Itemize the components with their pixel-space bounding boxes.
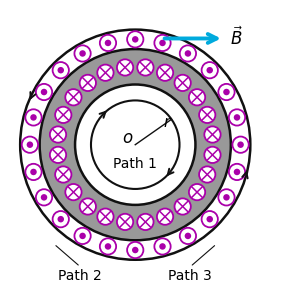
Circle shape — [36, 189, 52, 206]
Circle shape — [65, 89, 81, 105]
Circle shape — [189, 89, 205, 105]
Circle shape — [204, 147, 221, 163]
Text: Path 2: Path 2 — [58, 269, 102, 283]
Circle shape — [97, 208, 114, 225]
Circle shape — [229, 109, 245, 126]
Text: $\vec{B}$: $\vec{B}$ — [230, 26, 243, 49]
Circle shape — [237, 141, 244, 148]
Circle shape — [206, 216, 213, 222]
Circle shape — [105, 243, 111, 250]
Circle shape — [223, 194, 230, 201]
Circle shape — [117, 59, 133, 76]
Circle shape — [74, 228, 91, 244]
Circle shape — [30, 114, 37, 121]
Circle shape — [65, 184, 81, 200]
Circle shape — [199, 167, 215, 183]
Circle shape — [132, 247, 138, 253]
Circle shape — [74, 45, 91, 62]
Circle shape — [180, 45, 196, 62]
Circle shape — [22, 136, 38, 153]
Circle shape — [25, 109, 42, 126]
Circle shape — [137, 59, 154, 76]
Circle shape — [55, 107, 71, 123]
Circle shape — [58, 67, 64, 74]
Text: Path 3: Path 3 — [168, 269, 212, 283]
Circle shape — [53, 62, 69, 78]
Circle shape — [55, 167, 71, 183]
Circle shape — [234, 169, 240, 175]
Circle shape — [132, 36, 138, 43]
Circle shape — [100, 35, 116, 51]
Circle shape — [41, 89, 47, 95]
Circle shape — [20, 30, 250, 260]
Circle shape — [199, 107, 215, 123]
Circle shape — [157, 208, 173, 225]
Circle shape — [180, 228, 196, 244]
Circle shape — [202, 62, 218, 78]
Circle shape — [232, 136, 249, 153]
Circle shape — [30, 169, 37, 175]
Circle shape — [175, 198, 191, 214]
Circle shape — [175, 75, 191, 91]
Circle shape — [159, 243, 166, 250]
Circle shape — [204, 126, 221, 143]
Circle shape — [154, 35, 171, 51]
Circle shape — [80, 198, 96, 214]
Circle shape — [189, 184, 205, 200]
Circle shape — [137, 214, 154, 230]
Circle shape — [25, 164, 42, 180]
Circle shape — [229, 164, 245, 180]
Circle shape — [159, 40, 166, 46]
Circle shape — [185, 233, 191, 239]
Circle shape — [80, 75, 96, 91]
Circle shape — [41, 194, 47, 201]
Text: $o$: $o$ — [122, 129, 133, 147]
Circle shape — [40, 49, 231, 240]
Circle shape — [105, 40, 111, 46]
Circle shape — [127, 31, 143, 47]
Circle shape — [202, 211, 218, 227]
Circle shape — [79, 233, 86, 239]
Circle shape — [36, 84, 52, 100]
Text: $r$: $r$ — [163, 116, 172, 130]
Circle shape — [117, 214, 133, 230]
Circle shape — [100, 238, 116, 255]
Circle shape — [185, 50, 191, 57]
Circle shape — [218, 189, 235, 206]
Circle shape — [58, 216, 64, 222]
Circle shape — [50, 126, 66, 143]
Circle shape — [127, 242, 143, 258]
Circle shape — [75, 85, 195, 205]
Circle shape — [79, 50, 86, 57]
Circle shape — [50, 147, 66, 163]
Circle shape — [157, 64, 173, 81]
Text: Path 1: Path 1 — [113, 157, 157, 171]
Circle shape — [154, 238, 171, 255]
Circle shape — [234, 114, 240, 121]
Circle shape — [218, 84, 235, 100]
Circle shape — [27, 141, 33, 148]
Circle shape — [223, 89, 230, 95]
Circle shape — [53, 211, 69, 227]
Circle shape — [206, 67, 213, 74]
Circle shape — [97, 64, 114, 81]
